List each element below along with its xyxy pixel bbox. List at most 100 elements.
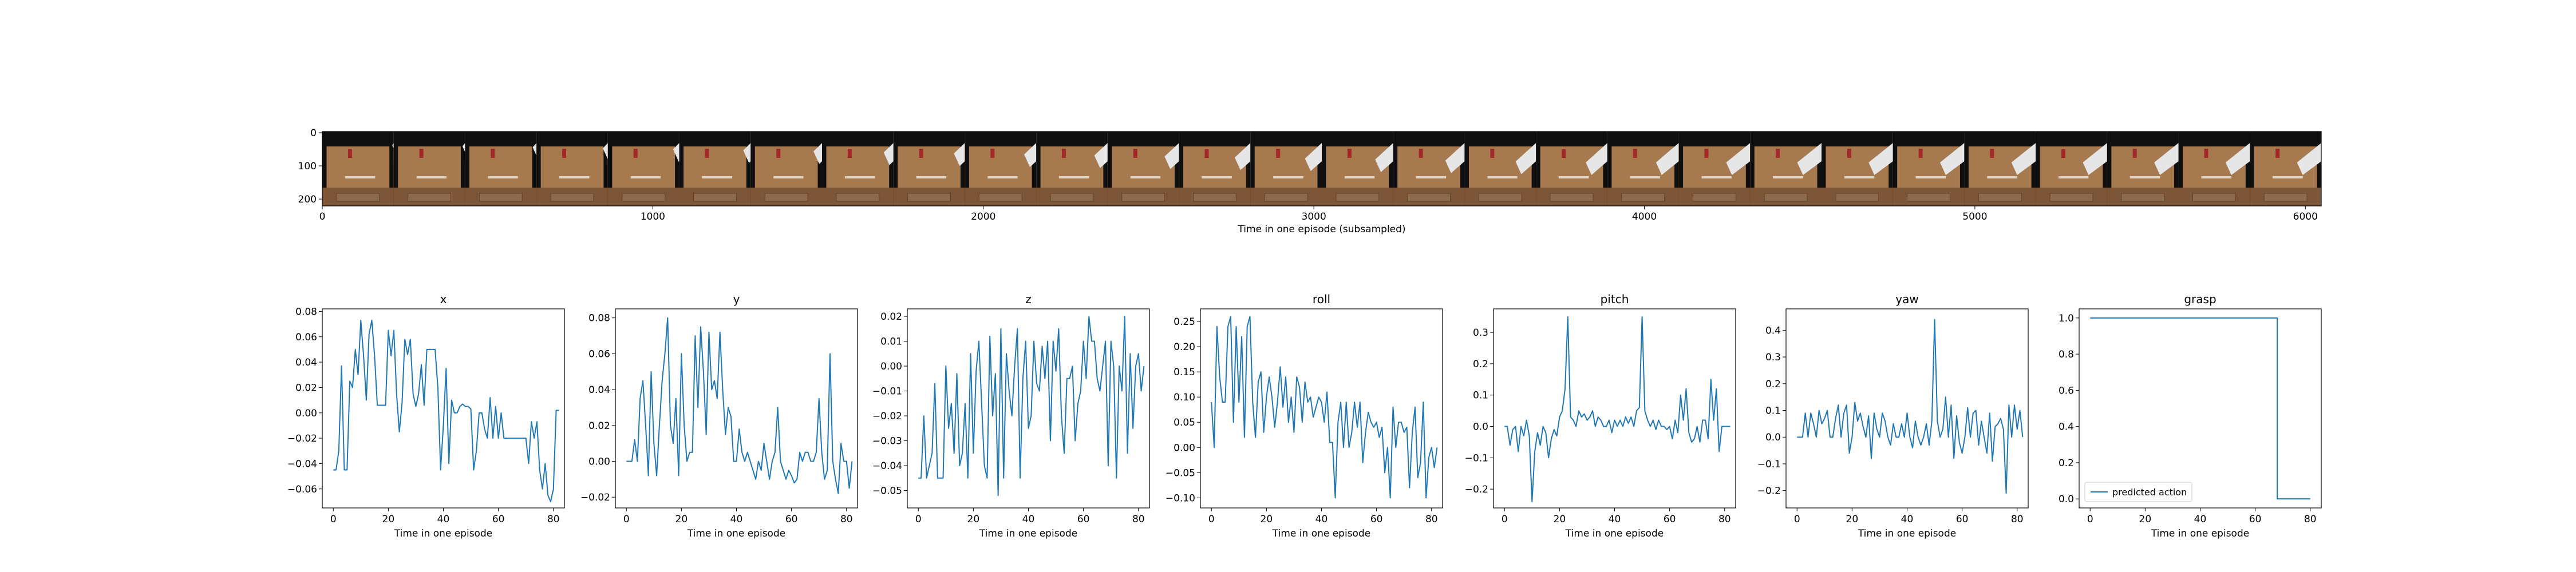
frame-plate bbox=[1915, 176, 1946, 178]
frame-cup bbox=[919, 149, 923, 158]
frame-robot-arm bbox=[1726, 143, 1751, 175]
frame-plate bbox=[1487, 176, 1518, 178]
strip-x-tick-label: 1000 bbox=[641, 211, 665, 223]
chart-title: x bbox=[440, 292, 447, 306]
frame-text-label bbox=[1478, 193, 1522, 202]
frame-robot-arm bbox=[954, 143, 965, 166]
x-tick-label: 40 bbox=[1609, 514, 1621, 525]
x-tick-label: 20 bbox=[1261, 514, 1273, 525]
strip-y-tick-label: 0 bbox=[310, 128, 317, 139]
frame-plate bbox=[1202, 176, 1232, 178]
frame-plate bbox=[1130, 176, 1161, 178]
frame-text-label bbox=[1978, 193, 2022, 202]
plot-frame bbox=[1200, 308, 1443, 509]
frame-plate bbox=[1273, 176, 1303, 178]
chart-y: y 0 20 40 60 80 −0.02 0.00 0.02 0.04 0.06 0.08 Time … bbox=[580, 292, 858, 539]
x-tick-label: 60 bbox=[785, 514, 798, 525]
frame-plate bbox=[916, 176, 947, 178]
y-tick-label: 0.08 bbox=[588, 313, 610, 324]
y-tick-label: 0.06 bbox=[588, 348, 610, 360]
chart-yaw: yaw 0 20 40 60 80 −0.2 −0.1 0.0 0.1 0.2 0.3 0.4 Time … bbox=[1757, 292, 2029, 539]
frame-table bbox=[898, 146, 961, 188]
frame-cup bbox=[1204, 149, 1209, 158]
frame-table bbox=[1326, 146, 1389, 188]
x-tick-label: 80 bbox=[840, 514, 853, 525]
x-axis-label: Time in one episode bbox=[687, 528, 785, 539]
frame-text-label bbox=[1693, 193, 1736, 202]
frame-plate bbox=[2129, 176, 2160, 178]
x-tick-label: 40 bbox=[730, 514, 743, 525]
strip-x-tick-label: 2000 bbox=[971, 211, 995, 223]
episode-frame bbox=[2178, 132, 2250, 206]
y-tick-label: 0.2 bbox=[1473, 359, 1488, 370]
frame-robot-arm bbox=[673, 143, 679, 162]
frame-text-label bbox=[408, 193, 451, 202]
frame-table bbox=[469, 146, 532, 188]
episode-frame bbox=[1893, 132, 1965, 206]
frame-cup bbox=[2204, 149, 2208, 158]
episode-frame bbox=[965, 132, 1037, 206]
chart-roll: roll 0 20 40 60 80 −0.10 −0.05 0.00 0.05 0.10 0.15 0… bbox=[1165, 292, 1443, 539]
series-line bbox=[626, 317, 853, 494]
episode-frame bbox=[750, 132, 822, 206]
x-tick-label: 60 bbox=[492, 514, 505, 525]
strip-x-tick-label: 0 bbox=[319, 211, 326, 223]
chart-title: grasp bbox=[2184, 292, 2216, 306]
episode-frame bbox=[1964, 132, 2036, 206]
y-tick-label: 0.3 bbox=[1765, 352, 1781, 363]
series-line bbox=[2090, 317, 2310, 500]
y-tick-label: 0.6 bbox=[2059, 385, 2074, 396]
frame-plate bbox=[1773, 176, 1803, 178]
chart-title: yaw bbox=[1895, 292, 1918, 306]
x-tick-label: 60 bbox=[1370, 514, 1383, 525]
frame-plate bbox=[1701, 176, 1732, 178]
episode-frame bbox=[893, 132, 965, 206]
x-tick-label: 80 bbox=[1718, 514, 1731, 525]
episode-frame bbox=[2250, 132, 2321, 206]
frame-cup bbox=[1990, 149, 1994, 158]
frame-table bbox=[612, 146, 675, 188]
frame-robot-arm bbox=[1375, 143, 1393, 172]
image-strip-panel: 0 1000 2000 3000 4000 5000 6000 0 100 200 Time in… bbox=[298, 128, 2322, 235]
frame-robot-arm bbox=[2154, 143, 2179, 175]
frame-cup bbox=[1490, 149, 1495, 158]
plot-frame bbox=[1493, 308, 1736, 509]
series-line bbox=[1797, 319, 2024, 494]
frame-text-label bbox=[1621, 193, 1665, 202]
frame-text-label bbox=[479, 193, 523, 202]
frame-plate bbox=[1344, 176, 1375, 178]
frame-text-label bbox=[978, 193, 1022, 202]
y-tick-label: 0.02 bbox=[295, 382, 317, 394]
episode-frame bbox=[2036, 132, 2107, 206]
frame-table bbox=[754, 146, 818, 188]
legend: predicted action bbox=[2084, 482, 2192, 502]
episode-frame bbox=[1322, 132, 1393, 206]
x-tick-label: 80 bbox=[1425, 514, 1438, 525]
y-tick-label: 0.00 bbox=[295, 408, 317, 419]
frame-text-label bbox=[336, 193, 380, 202]
frame-robot-arm bbox=[2225, 143, 2250, 175]
strip-x-tick-label: 4000 bbox=[1632, 211, 1657, 223]
frame-cup bbox=[1562, 149, 1566, 158]
x-tick-label: 40 bbox=[1022, 514, 1035, 525]
frame-plate bbox=[630, 176, 661, 178]
y-tick-label: 0.02 bbox=[588, 420, 610, 432]
series-line bbox=[333, 319, 559, 502]
frame-robot-arm bbox=[2297, 143, 2321, 175]
plot-frame bbox=[615, 308, 858, 509]
frame-text-label bbox=[1764, 193, 1808, 202]
frame-text-label bbox=[550, 193, 594, 202]
frame-robot-arm bbox=[813, 143, 822, 164]
frame-table bbox=[683, 146, 746, 188]
episode-frames bbox=[322, 132, 2321, 206]
frame-plate bbox=[1559, 176, 1589, 178]
frame-cup bbox=[1347, 149, 1352, 158]
y-tick-label: −0.2 bbox=[1465, 484, 1488, 495]
frame-plate bbox=[2059, 176, 2089, 178]
x-axis-label: Time in one episode bbox=[394, 528, 492, 539]
frame-text-label bbox=[1907, 193, 1950, 202]
frame-plate bbox=[416, 176, 447, 178]
frame-table bbox=[540, 146, 604, 188]
plot-frame bbox=[2079, 308, 2322, 509]
